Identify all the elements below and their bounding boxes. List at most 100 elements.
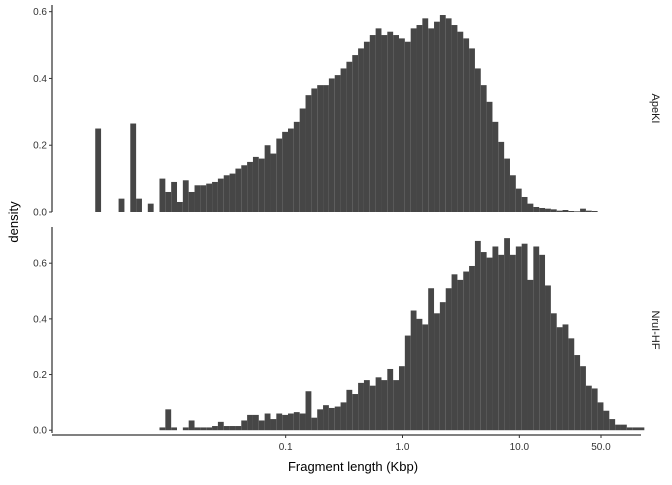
histogram-bar	[217, 421, 224, 431]
histogram-bar	[545, 208, 551, 212]
y-tick-label: 0.4	[33, 74, 47, 85]
histogram-bar	[539, 254, 546, 431]
histogram-bar	[171, 181, 178, 212]
histogram-bar	[434, 21, 440, 212]
histogram-bar	[194, 185, 201, 212]
histogram-bar	[638, 427, 645, 431]
histogram-bar	[474, 68, 481, 212]
histogram-bar	[439, 15, 446, 212]
histogram-bar	[352, 394, 359, 431]
histogram-bar	[165, 191, 172, 212]
histogram-bar	[288, 128, 294, 212]
histogram-bar	[217, 178, 224, 212]
histogram-bar	[533, 246, 540, 431]
histogram-bar	[393, 380, 399, 431]
histogram-bar	[550, 209, 557, 212]
y-tick-label: 0.0	[33, 208, 47, 219]
histogram-bar	[270, 419, 277, 431]
histogram-bar	[457, 279, 464, 431]
histogram-bar	[387, 31, 394, 213]
histogram-bar	[422, 18, 429, 212]
histogram-bar	[358, 382, 364, 431]
histogram-bar	[165, 409, 172, 431]
histogram-bar	[445, 18, 452, 212]
histogram-bar	[252, 156, 259, 212]
histogram-bar	[620, 424, 627, 431]
y-tick-label: 0.4	[33, 314, 47, 325]
histogram-bar	[375, 28, 382, 213]
histogram-bar	[206, 183, 213, 212]
histogram-bar	[311, 88, 318, 212]
histogram-bar	[328, 78, 335, 212]
histogram-bar	[527, 279, 534, 431]
histogram-bar	[276, 413, 283, 431]
histogram-bar	[317, 85, 324, 212]
histogram-bar	[416, 318, 423, 431]
histogram-bar	[457, 31, 464, 213]
histogram-bar	[585, 385, 592, 431]
histogram-bar	[515, 188, 522, 212]
histogram-bar	[404, 335, 411, 431]
histogram-bar	[451, 25, 458, 213]
histogram-bar	[241, 420, 248, 431]
histogram-bar	[264, 413, 271, 431]
histogram-bar	[200, 185, 207, 212]
histogram-bar	[428, 28, 435, 213]
histogram-bar	[328, 407, 335, 431]
histogram-bar	[603, 410, 610, 431]
y-axis-title: density	[6, 201, 21, 243]
panel-nrui-hf: 0.0 0.2 0.4 0.6 NruI-HF	[33, 227, 661, 437]
histogram-bar	[270, 153, 277, 212]
histogram-bar	[282, 414, 288, 431]
y-tick-label: 0.2	[33, 370, 47, 381]
histogram-bar	[486, 101, 493, 212]
histogram-bar	[299, 413, 306, 431]
histogram-bar	[574, 211, 581, 212]
histogram-bar	[182, 180, 189, 212]
histogram-bar	[474, 240, 481, 431]
histogram-bar	[223, 426, 230, 431]
histogram-bar	[188, 420, 195, 431]
histogram-bar	[334, 75, 341, 212]
histogram-bar	[469, 48, 475, 213]
histogram-bar	[469, 265, 475, 431]
histogram-bar	[305, 391, 312, 431]
y-tick-label: 0.6	[33, 7, 47, 18]
facet-strip-label: NruI-HF	[649, 310, 661, 349]
histogram-bar	[387, 368, 394, 431]
histogram-bar	[369, 385, 376, 431]
histogram-bar	[568, 211, 575, 212]
histogram-bar	[550, 313, 557, 431]
histogram-bar	[229, 426, 236, 431]
histogram-bar	[317, 409, 324, 431]
x-tick-label: 10.0	[510, 442, 530, 453]
histogram-bar	[264, 145, 271, 212]
histogram-bar	[398, 38, 405, 212]
histogram-bar	[416, 25, 423, 213]
x-tick-label: 50.0	[591, 442, 611, 453]
histogram-bar	[574, 355, 581, 431]
histogram-bar	[212, 181, 218, 212]
histogram-bar	[235, 426, 242, 431]
histogram-bar	[504, 238, 510, 431]
histogram-bar	[340, 402, 347, 431]
histogram-bar	[504, 158, 510, 212]
x-tick-label: 1.0	[396, 442, 410, 453]
histogram-bar	[252, 414, 259, 431]
histogram-bar	[568, 338, 575, 431]
histogram-bar	[480, 85, 487, 212]
histogram-bar	[235, 168, 242, 212]
histogram-bar	[609, 419, 616, 431]
histogram-bar	[539, 207, 546, 212]
histogram-bar	[293, 412, 300, 431]
histogram-bar	[556, 327, 563, 431]
histogram-bar	[323, 405, 329, 431]
histogram-bar	[527, 203, 534, 212]
histogram-bar	[381, 380, 388, 431]
y-tick-label: 0.2	[33, 141, 47, 152]
histogram-bar	[136, 198, 142, 212]
histogram-bar	[404, 41, 411, 213]
histogram-bar	[293, 121, 300, 212]
